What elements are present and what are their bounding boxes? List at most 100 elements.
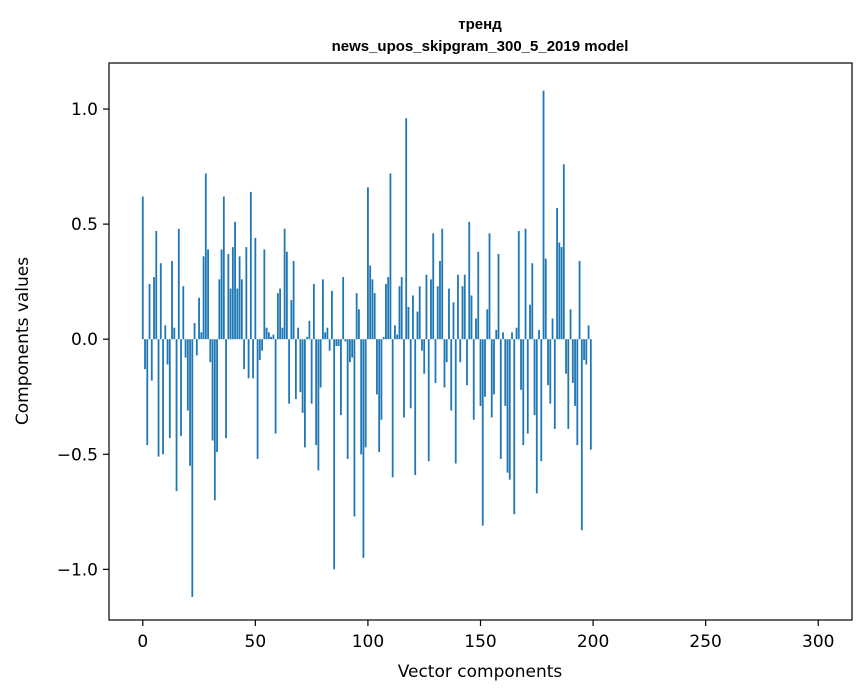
bar-55 xyxy=(265,327,268,340)
bar-50 xyxy=(254,237,257,340)
x-axis-label: Vector components xyxy=(398,662,563,682)
bar-27 xyxy=(202,256,205,340)
bar-166 xyxy=(515,327,518,340)
bar-183 xyxy=(553,339,556,429)
bar-48 xyxy=(249,191,252,340)
bar-66 xyxy=(290,300,293,340)
bar-135 xyxy=(445,339,448,363)
bar-2 xyxy=(146,339,149,446)
bar-9 xyxy=(162,339,164,455)
bar-102 xyxy=(371,279,374,340)
bar-28 xyxy=(204,173,207,340)
bar-129 xyxy=(432,233,435,340)
bar-95 xyxy=(355,293,358,340)
bar-29 xyxy=(207,249,209,340)
bar-17 xyxy=(180,339,182,436)
bar-24 xyxy=(195,339,198,356)
bar-11 xyxy=(166,339,169,365)
bar-133 xyxy=(441,228,444,340)
bar-178 xyxy=(542,90,545,340)
bar-44 xyxy=(240,279,243,340)
bar-198 xyxy=(587,325,590,340)
bar-160 xyxy=(502,332,504,340)
bar-134 xyxy=(443,339,446,388)
bar-3 xyxy=(148,283,151,340)
x-axis-ticks: 0 50 100 150 200 250 300 xyxy=(137,620,834,652)
y-axis-ticks: −1.0 −0.5 0.0 0.5 1.0 xyxy=(57,100,109,580)
bar-31 xyxy=(211,339,214,441)
bar-180 xyxy=(547,339,549,386)
bar-128 xyxy=(430,279,432,340)
bar-165 xyxy=(513,339,516,515)
bar-116 xyxy=(403,339,405,418)
bar-10 xyxy=(164,325,167,340)
bar-36 xyxy=(222,196,225,340)
bar-187 xyxy=(562,164,565,340)
bar-168 xyxy=(520,339,522,390)
bar-161 xyxy=(504,339,507,406)
bar-185 xyxy=(558,242,561,340)
bar-159 xyxy=(499,339,502,459)
bar-120 xyxy=(412,295,414,340)
bar-84 xyxy=(330,290,333,340)
bar-196 xyxy=(583,339,585,360)
bar-4 xyxy=(150,339,153,381)
bar-163 xyxy=(508,339,511,480)
bar-107 xyxy=(382,336,385,340)
bar-56 xyxy=(267,332,270,340)
bar-40 xyxy=(231,247,234,340)
bar-65 xyxy=(288,339,291,404)
bar-117 xyxy=(405,118,408,340)
bar-148 xyxy=(475,318,477,340)
bar-12 xyxy=(168,339,171,439)
bar-182 xyxy=(551,318,554,340)
bar-68 xyxy=(294,339,297,400)
bar-124 xyxy=(421,339,423,351)
bar-157 xyxy=(495,329,498,340)
bar-71 xyxy=(301,339,304,413)
bar-164 xyxy=(511,332,513,340)
bar-38 xyxy=(227,254,230,340)
x-tick-label-300: 300 xyxy=(802,632,834,652)
bar-41 xyxy=(234,221,236,340)
bar-81 xyxy=(324,332,327,340)
bar-18 xyxy=(182,286,185,340)
bar-191 xyxy=(571,339,574,383)
bar-181 xyxy=(549,339,552,404)
bar-139 xyxy=(454,339,457,464)
bar-35 xyxy=(220,249,223,340)
bar-53 xyxy=(261,339,264,351)
bar-193 xyxy=(576,339,579,446)
bar-153 xyxy=(486,309,489,340)
bar-192 xyxy=(574,339,576,406)
bar-195 xyxy=(580,339,583,531)
bar-162 xyxy=(506,339,509,473)
bar-106 xyxy=(380,339,383,420)
bar-100 xyxy=(367,187,369,340)
bar-63 xyxy=(283,228,286,340)
bar-126 xyxy=(425,274,428,340)
bar-92 xyxy=(349,339,351,363)
bar-122 xyxy=(416,311,419,340)
bar-72 xyxy=(303,339,306,448)
bar-123 xyxy=(418,286,421,340)
bar-155 xyxy=(490,339,493,418)
bar-75 xyxy=(310,339,313,404)
bar-188 xyxy=(565,339,567,374)
bar-30 xyxy=(209,339,212,363)
bar-127 xyxy=(427,339,430,462)
bar-82 xyxy=(326,327,329,340)
bar-26 xyxy=(200,332,203,340)
bar-142 xyxy=(461,286,464,340)
bar-98 xyxy=(362,339,365,558)
bar-series xyxy=(141,90,592,597)
bar-90 xyxy=(344,339,347,342)
bar-87 xyxy=(337,339,340,347)
bar-171 xyxy=(526,339,529,434)
bar-144 xyxy=(466,339,468,386)
bar-146 xyxy=(470,295,473,340)
bar-73 xyxy=(306,336,309,340)
bar-7 xyxy=(157,339,160,457)
y-tick-label-4: 1.0 xyxy=(71,100,98,120)
